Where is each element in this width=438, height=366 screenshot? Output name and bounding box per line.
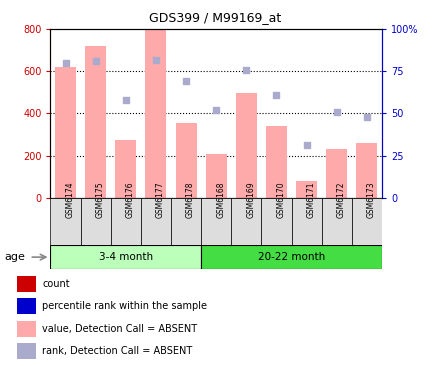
- Bar: [17, 321, 36, 337]
- Point: [122, 97, 129, 103]
- Point: [92, 58, 99, 64]
- Point: [272, 92, 279, 98]
- Text: GSM6171: GSM6171: [306, 182, 315, 218]
- Point: [242, 67, 249, 72]
- Text: GSM6173: GSM6173: [366, 182, 375, 219]
- Bar: [50, 245, 201, 269]
- Bar: [321, 198, 351, 245]
- Bar: [205, 154, 226, 198]
- Bar: [55, 67, 76, 198]
- Point: [182, 79, 189, 85]
- Bar: [141, 198, 171, 245]
- Text: GSM6174: GSM6174: [65, 182, 74, 219]
- Bar: [85, 46, 106, 198]
- Text: GDS399 / M99169_at: GDS399 / M99169_at: [148, 11, 281, 24]
- Text: 3-4 month: 3-4 month: [99, 252, 152, 262]
- Text: GSM6169: GSM6169: [246, 182, 255, 219]
- Bar: [356, 143, 377, 198]
- Bar: [351, 198, 381, 245]
- Bar: [50, 198, 81, 245]
- Text: GSM6177: GSM6177: [155, 182, 165, 219]
- Bar: [235, 93, 256, 198]
- Text: rank, Detection Call = ABSENT: rank, Detection Call = ABSENT: [42, 346, 192, 356]
- Text: GSM6178: GSM6178: [186, 182, 194, 218]
- Text: percentile rank within the sample: percentile rank within the sample: [42, 301, 207, 311]
- Text: GSM6172: GSM6172: [336, 182, 345, 218]
- Bar: [17, 298, 36, 314]
- Point: [302, 142, 309, 148]
- Point: [332, 109, 339, 115]
- Bar: [145, 29, 166, 198]
- Text: GSM6168: GSM6168: [215, 182, 225, 218]
- Bar: [291, 198, 321, 245]
- Bar: [231, 198, 261, 245]
- Bar: [201, 245, 381, 269]
- Text: count: count: [42, 279, 70, 289]
- Bar: [110, 198, 141, 245]
- Bar: [17, 343, 36, 359]
- Text: GSM6175: GSM6175: [95, 182, 104, 219]
- Bar: [201, 198, 231, 245]
- Text: value, Detection Call = ABSENT: value, Detection Call = ABSENT: [42, 324, 197, 334]
- Text: GSM6170: GSM6170: [276, 182, 285, 219]
- Bar: [17, 276, 36, 292]
- Bar: [295, 181, 316, 198]
- Text: 20-22 month: 20-22 month: [257, 252, 325, 262]
- Bar: [81, 198, 110, 245]
- Bar: [171, 198, 201, 245]
- Point: [152, 57, 159, 63]
- Bar: [325, 149, 346, 198]
- Bar: [265, 126, 286, 198]
- Point: [363, 114, 370, 120]
- Point: [212, 107, 219, 113]
- Point: [62, 60, 69, 66]
- Text: GSM6176: GSM6176: [126, 182, 134, 219]
- Bar: [175, 123, 196, 198]
- Text: age: age: [4, 252, 25, 262]
- Bar: [115, 140, 136, 198]
- Bar: [261, 198, 291, 245]
